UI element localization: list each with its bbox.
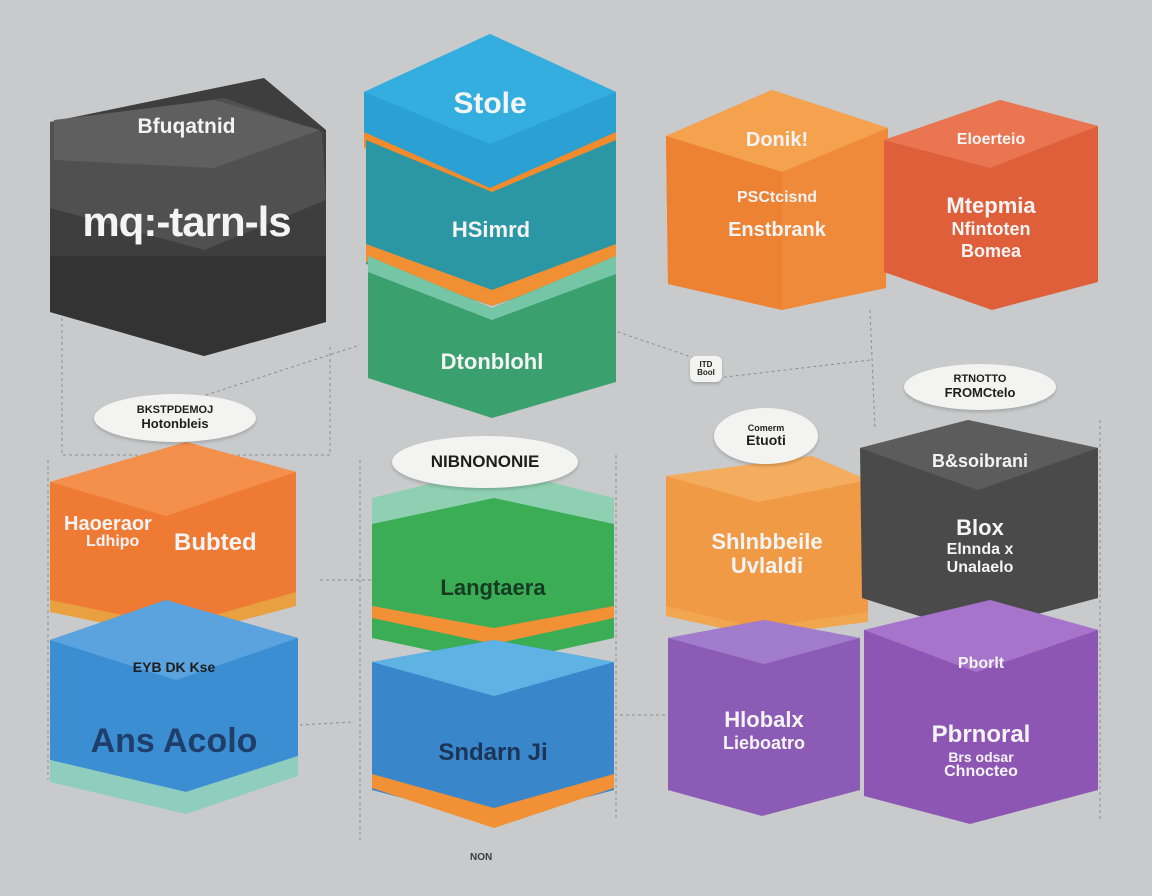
blue-block-left: EYB DK Kse Ans Acolo <box>46 596 302 816</box>
red-block-top-right: Eloerteio Mtepmia Nfintoten Bomea <box>880 96 1102 314</box>
block-label: HSimrd <box>451 217 531 242</box>
bubble-mid-right: Comerm Etuoti <box>714 408 818 464</box>
blue-block-center: Sndarn Ji <box>368 640 618 836</box>
block-line-1: PSCtcisnd <box>736 189 817 206</box>
block-line-2: Brs odsar <box>948 749 1014 765</box>
purple-block-left: Hlobalx Lieboatro <box>664 620 864 816</box>
block-line-2: Nfintoten <box>951 219 1031 239</box>
block-top-label: Eloerteio <box>956 131 1026 148</box>
block-label: Langtaera <box>440 575 546 600</box>
orange-block-right: Shlnbbeile Uvlaldi <box>662 456 872 636</box>
block-line-1: Pbrnoral <box>931 721 1031 748</box>
block-line-3: Chnocteo <box>944 763 1018 780</box>
block-label: Sndarn Ji <box>438 739 548 766</box>
bubble-line-2: Etuoti <box>746 432 786 449</box>
tag-label: ITD Bool <box>690 356 722 382</box>
footer-text: NON <box>470 852 493 863</box>
block-line-1: Mtepmia <box>946 193 1036 218</box>
bubble-line-1: Comerm <box>747 422 785 433</box>
bubble-left: BKSTPDEMOJ Hotonbleis <box>94 394 256 442</box>
teal-block-center: HSimrd <box>362 140 620 308</box>
block-label-left: Haoeraor <box>64 513 152 535</box>
bubble-line-1: NIBNONONIE <box>430 452 540 472</box>
bubble-line-1: RTNOTTO <box>953 373 1007 386</box>
block-line-2: Ldhipo <box>86 533 140 550</box>
charcoal-block-top-left: Bfuqatnid mq:-tarn-ls <box>44 60 329 360</box>
block-top-label: Bfuqatnid <box>137 115 236 138</box>
block-line-2: Uvlaldi <box>730 553 804 578</box>
block-top-label: Donik! <box>745 129 809 151</box>
green-block-center-lower: Langtaera <box>368 468 618 664</box>
block-label: Dtonblohl <box>440 349 544 374</box>
bubble-center: NIBNONONIE <box>392 436 578 488</box>
block-line-1: Shlnbbeile <box>711 529 823 554</box>
block-label: Stole <box>453 87 527 120</box>
block-main-label: Ans Acolo <box>90 722 258 760</box>
block-line-2: Elnnda x <box>946 541 1014 558</box>
block-line-2: Enstbrank <box>728 219 826 241</box>
block-top-label: Pborlt <box>957 655 1005 672</box>
bubble-right: RTNOTTO FROMCtelo <box>904 364 1056 410</box>
bubble-line-2: Hotonbleis <box>141 415 209 431</box>
bubble-line-1: BKSTPDEMOJ <box>136 404 214 417</box>
block-top-label: EYB DK Kse <box>132 659 216 675</box>
block-line-1: Blox <box>956 515 1004 540</box>
orange-block-top-right: Donik! PSCtcisnd Enstbrank <box>662 88 892 314</box>
block-top-label: B&soibrani <box>931 451 1028 471</box>
green-block-center-upper: Dtonblohl <box>364 250 620 420</box>
block-label-right: Bubted <box>174 529 257 556</box>
tag-line-1: ITD <box>699 359 713 369</box>
charcoal-block-right: B&soibrani Blox Elnnda x Unalaelo <box>858 418 1102 634</box>
purple-block-right: Pborlt Pbrnoral Brs odsar Chnocteo <box>860 600 1102 826</box>
tag-line-2: Bool <box>697 368 715 377</box>
bubble-line-2: FROMCtelo <box>944 384 1016 400</box>
block-main-label: mq:-tarn-ls <box>82 198 291 245</box>
block-line-2: Lieboatro <box>722 733 805 753</box>
block-line-3: Unalaelo <box>946 559 1014 576</box>
block-line-1: Hlobalx <box>724 707 804 732</box>
block-line-3: Bomea <box>960 241 1022 261</box>
